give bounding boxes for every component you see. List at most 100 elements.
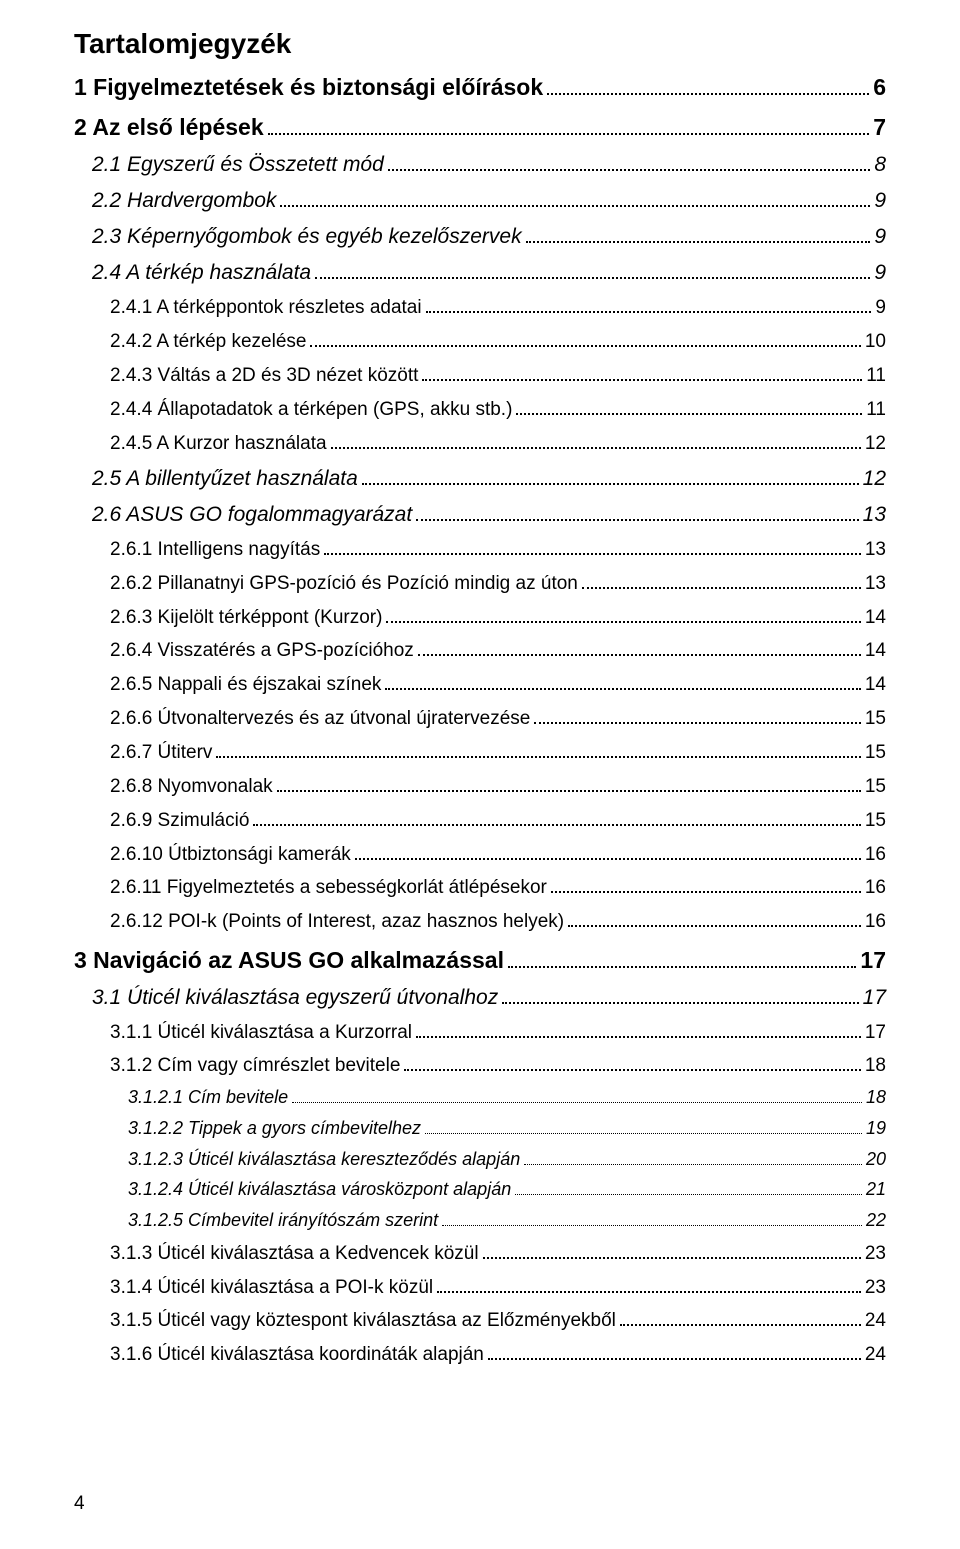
toc-leader-dots: [418, 654, 861, 656]
toc-leader-dots: [331, 447, 861, 449]
toc-entry[interactable]: 2.4.5 A Kurzor használata12: [74, 433, 886, 455]
toc-leader-dots: [547, 93, 869, 95]
toc-entry[interactable]: 2.6.3 Kijelölt térképpont (Kurzor) 14: [74, 607, 886, 629]
toc-leader-dots: [508, 966, 856, 968]
toc-leader-dots: [488, 1358, 861, 1360]
toc-entry[interactable]: 3.1.2 Cím vagy címrészlet bevitele 18: [74, 1055, 886, 1077]
toc-entry-page: 12: [865, 433, 886, 455]
toc-entry-page: 13: [865, 573, 886, 595]
toc-entry[interactable]: 2.6 ASUS GO fogalommagyarázat13: [74, 503, 886, 527]
toc-entry[interactable]: 3.1.2.4 Úticél kiválasztása városközpont…: [74, 1179, 886, 1200]
toc-entry[interactable]: 2.5 A billentyűzet használata12: [74, 467, 886, 491]
toc-leader-dots: [324, 553, 861, 555]
toc-leader-dots: [404, 1069, 860, 1071]
toc-leader-dots: [620, 1324, 861, 1326]
page: Tartalomjegyzék 1 Figyelmeztetések és bi…: [0, 0, 960, 1549]
toc-entry-label: 2.5 A billentyűzet használata: [92, 467, 358, 491]
toc-entry-label: 3.1.2 Cím vagy címrészlet bevitele: [110, 1055, 400, 1077]
toc-entry-label: 2.6.3 Kijelölt térképpont (Kurzor): [110, 607, 382, 629]
toc-entry-label: 2.4.1 A térképpontok részletes adatai: [110, 297, 422, 319]
toc-entry[interactable]: 2.6.5 Nappali és éjszakai színek14: [74, 674, 886, 696]
toc-entry[interactable]: 3.1.2.1 Cím bevitele18: [74, 1087, 886, 1108]
toc-entry[interactable]: 2.6.4 Visszatérés a GPS-pozícióhoz14: [74, 640, 886, 662]
toc-leader-dots: [416, 519, 858, 521]
toc-leader-dots: [362, 483, 859, 485]
toc-entry[interactable]: 2.6.8 Nyomvonalak15: [74, 776, 886, 798]
toc-entry[interactable]: 2.4 A térkép használata9: [74, 261, 886, 285]
toc-entry[interactable]: 2.6.6 Útvonaltervezés és az útvonal újra…: [74, 708, 886, 730]
toc-entry[interactable]: 2.6.1 Intelligens nagyítás13: [74, 539, 886, 561]
toc-entry-page: 17: [863, 986, 886, 1010]
toc-entry-label: 2.1 Egyszerű és Összetett mód: [92, 153, 384, 177]
toc-entry-page: 19: [866, 1118, 886, 1139]
toc-leader-dots: [216, 756, 860, 758]
toc-entry-page: 21: [866, 1179, 886, 1200]
toc-entry[interactable]: 3 Navigáció az ASUS GO alkalmazással17: [74, 947, 886, 973]
toc-entry[interactable]: 2.6.2 Pillanatnyi GPS-pozíció és Pozíció…: [74, 573, 886, 595]
toc-entry-page: 9: [874, 225, 886, 249]
toc-entry[interactable]: 2.4.4 Állapotadatok a térképen (GPS, akk…: [74, 399, 886, 421]
toc-entry[interactable]: 2.4.1 A térképpontok részletes adatai9: [74, 297, 886, 319]
toc-leader-dots: [483, 1257, 861, 1259]
toc-entry[interactable]: 3.1.2.2 Tippek a gyors címbevitelhez19: [74, 1118, 886, 1139]
toc-entry[interactable]: 2.6.11 Figyelmeztetés a sebességkorlát á…: [74, 877, 886, 899]
toc-entry-page: 16: [865, 844, 886, 866]
toc-leader-dots: [310, 345, 860, 347]
toc-title: Tartalomjegyzék: [74, 28, 886, 60]
toc-entry-page: 18: [865, 1055, 886, 1077]
toc-entry-page: 24: [865, 1310, 886, 1332]
toc-entry-label: 2.6.5 Nappali és éjszakai színek: [110, 674, 381, 696]
toc-entry-label: 2.3 Képernyőgombok és egyéb kezelőszerve…: [92, 225, 522, 249]
toc-entry-label: 3.1.2.1 Cím bevitele: [128, 1087, 288, 1108]
toc-leader-dots: [425, 1133, 862, 1134]
toc-entry-page: 16: [865, 911, 886, 933]
toc-entry-page: 22: [866, 1210, 886, 1231]
toc-entry-page: 14: [865, 607, 886, 629]
toc-leader-dots: [355, 858, 861, 860]
toc-entry[interactable]: 2.1 Egyszerű és Összetett mód8: [74, 153, 886, 177]
toc-entry[interactable]: 2.6.10 Útbiztonsági kamerák 16: [74, 844, 886, 866]
toc-entry-page: 15: [865, 742, 886, 764]
toc-leader-dots: [385, 688, 860, 690]
toc-entry-label: 3 Navigáció az ASUS GO alkalmazással: [74, 947, 504, 973]
toc-entry[interactable]: 3.1.5 Úticél vagy köztespont kiválasztás…: [74, 1310, 886, 1332]
toc-entry[interactable]: 3.1.2.3 Úticél kiválasztása kereszteződé…: [74, 1149, 886, 1170]
toc-entry-page: 17: [865, 1022, 886, 1044]
toc-leader-dots: [426, 311, 872, 313]
toc-entry[interactable]: 2.6.7 Útiterv15: [74, 742, 886, 764]
toc-entry-label: 2.6.10 Útbiztonsági kamerák: [110, 844, 351, 866]
toc-entry-label: 3.1.2.3 Úticél kiválasztása kereszteződé…: [128, 1149, 520, 1170]
toc-entry-page: 23: [865, 1277, 886, 1299]
toc-entry[interactable]: 2.2 Hardvergombok9: [74, 189, 886, 213]
toc-entry-label: 2.6.4 Visszatérés a GPS-pozícióhoz: [110, 640, 414, 662]
toc-entry[interactable]: 3.1.6 Úticél kiválasztása koordináták al…: [74, 1344, 886, 1366]
toc-entry[interactable]: 3.1.3 Úticél kiválasztása a Kedvencek kö…: [74, 1243, 886, 1265]
toc-entry[interactable]: 3.1 Úticél kiválasztása egyszerű útvonal…: [74, 986, 886, 1010]
toc-entry[interactable]: 3.1.1 Úticél kiválasztása a Kurzorral17: [74, 1022, 886, 1044]
toc-entry[interactable]: 3.1.2.5 Címbevitel irányítószám szerint2…: [74, 1210, 886, 1231]
toc-leader-dots: [568, 925, 861, 927]
toc-leader-dots: [437, 1291, 861, 1293]
toc-leader-dots: [551, 891, 861, 893]
toc-entry-page: 11: [866, 365, 886, 387]
toc-entry[interactable]: 2.4.2 A térkép kezelése10: [74, 331, 886, 353]
toc-entry[interactable]: 1 Figyelmeztetések és biztonsági előírás…: [74, 74, 886, 100]
toc-entry[interactable]: 2.4.3 Váltás a 2D és 3D nézet között11: [74, 365, 886, 387]
toc-leader-dots: [515, 1194, 862, 1195]
toc-entry[interactable]: 2.3 Képernyőgombok és egyéb kezelőszerve…: [74, 225, 886, 249]
toc-list: 1 Figyelmeztetések és biztonsági előírás…: [74, 74, 886, 1366]
toc-entry-page: 9: [874, 189, 886, 213]
toc-entry-page: 13: [863, 503, 886, 527]
toc-entry[interactable]: 2.6.12 POI-k (Points of Interest, azaz h…: [74, 911, 886, 933]
toc-entry-label: 3.1.2.4 Úticél kiválasztása városközpont…: [128, 1179, 511, 1200]
toc-entry-label: 2 Az első lépések: [74, 114, 264, 140]
toc-leader-dots: [280, 205, 870, 207]
toc-leader-dots: [524, 1164, 862, 1165]
toc-entry-label: 1 Figyelmeztetések és biztonsági előírás…: [74, 74, 543, 100]
toc-entry-label: 3.1.5 Úticél vagy köztespont kiválasztás…: [110, 1310, 616, 1332]
toc-entry[interactable]: 2 Az első lépések7: [74, 114, 886, 140]
toc-entry[interactable]: 2.6.9 Szimuláció15: [74, 810, 886, 832]
toc-entry[interactable]: 3.1.4 Úticél kiválasztása a POI-k közül2…: [74, 1277, 886, 1299]
toc-entry-label: 3.1.3 Úticél kiválasztása a Kedvencek kö…: [110, 1243, 479, 1265]
page-number: 4: [74, 1493, 85, 1515]
